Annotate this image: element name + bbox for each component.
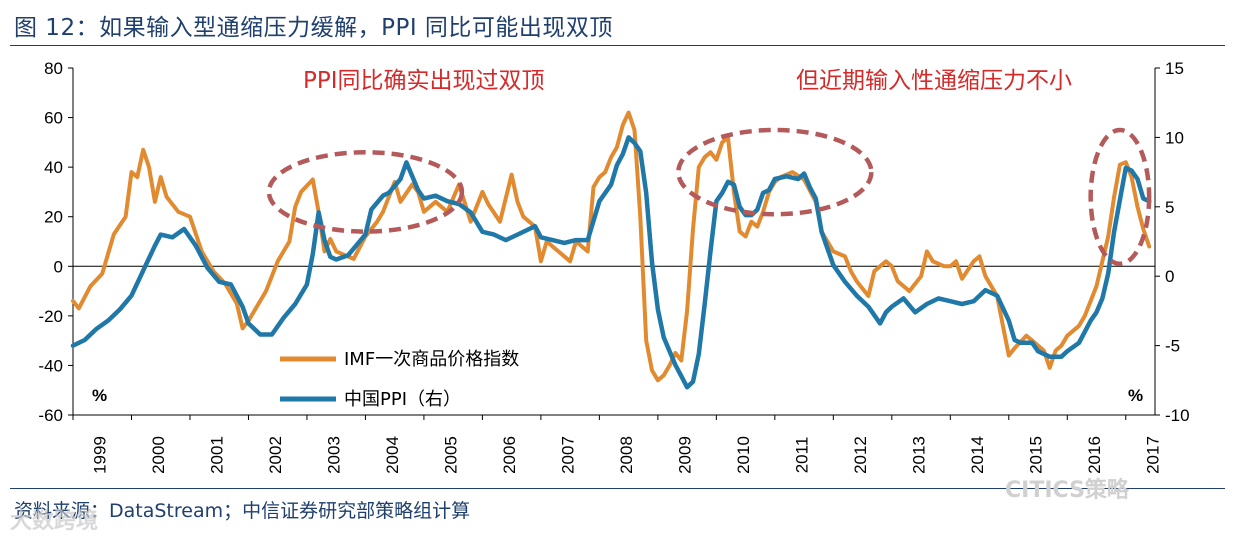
y-left-tick-label: 80 xyxy=(44,59,63,78)
x-tick-label: 2006 xyxy=(500,436,519,474)
y-right-tick-label: -5 xyxy=(1165,337,1180,356)
x-tick-label: 2012 xyxy=(851,436,870,474)
source-note: 资料来源：DataStream；中信证券研究部策略组计算 xyxy=(14,500,471,522)
series-line-ppi xyxy=(70,135,1152,390)
x-tick-label: 2001 xyxy=(208,436,227,474)
legend: IMF一次商品价格指数 中国PPI（右） xyxy=(280,349,519,410)
y-right-tick-label: 0 xyxy=(1165,267,1174,286)
y-right-tick-label: 10 xyxy=(1165,128,1184,147)
annotation-double-top: PPI同比确实出现过双顶 xyxy=(303,68,545,94)
series-line-imf xyxy=(71,110,1152,383)
y-left-tick-label: -40 xyxy=(38,356,63,375)
x-tick-label: 2011 xyxy=(793,437,812,474)
x-tick-label: 2014 xyxy=(968,436,987,474)
y-right-tick-label: 5 xyxy=(1165,198,1174,217)
y-left-tick-label: 40 xyxy=(44,158,63,177)
series-layer xyxy=(70,110,1152,390)
ellipse-2010-2011 xyxy=(676,127,874,217)
ellipse-2003-2005 xyxy=(266,150,465,234)
chart: -60 -40 -20 0 20 40 60 80 -10 -5 0 5 10 15 1999 2000 200… xyxy=(38,59,1189,474)
axes xyxy=(68,67,1160,420)
x-tick-label: 2016 xyxy=(1085,436,1104,474)
x-tick-label: 2003 xyxy=(325,436,344,474)
x-tick-label: 2005 xyxy=(442,436,461,474)
figure-title: 图 12：如果输入型通缩压力缓解，PPI 同比可能出现双顶 xyxy=(14,15,613,41)
x-tick-label: 2010 xyxy=(734,436,753,474)
x-tick-label: 2017 xyxy=(1143,436,1162,474)
y-left-tick-label: -60 xyxy=(38,406,63,425)
ellipse-2017 xyxy=(1088,127,1152,267)
x-tick-label: 2008 xyxy=(617,436,636,474)
source-divider xyxy=(10,488,1225,489)
watermark-right: CITICS策略 xyxy=(1005,478,1129,503)
legend-label-ppi: 中国PPI（右） xyxy=(344,389,461,410)
legend-label-imf: IMF一次商品价格指数 xyxy=(344,349,519,370)
watermark-left: 大数跨境 xyxy=(10,509,99,534)
x-tick-label: 2000 xyxy=(149,436,168,474)
right-unit-label: % xyxy=(1128,386,1143,405)
highlight-ellipses xyxy=(266,127,1152,267)
x-tick-label: 2007 xyxy=(559,436,578,474)
x-tick-label: 2009 xyxy=(676,436,695,474)
x-tick-label: 1999 xyxy=(91,436,110,474)
left-unit-label: % xyxy=(92,386,107,405)
tick-labels: -60 -40 -20 0 20 40 60 80 -10 -5 0 5 10 15 1999 2000 200… xyxy=(38,59,1189,474)
y-left-tick-label: -20 xyxy=(38,307,63,326)
x-tick-label: 2013 xyxy=(910,436,929,474)
y-right-tick-label: 15 xyxy=(1165,59,1184,78)
x-tick-label: 2004 xyxy=(383,436,402,474)
y-right-tick-label: -10 xyxy=(1165,406,1190,425)
annotation-deflation-pressure: 但近期输入性通缩压力不小 xyxy=(796,68,1072,94)
x-tick-label: 2002 xyxy=(266,436,285,474)
title-divider xyxy=(10,45,1225,46)
y-left-tick-label: 60 xyxy=(44,109,63,128)
y-left-tick-label: 0 xyxy=(54,257,63,276)
y-left-tick-label: 20 xyxy=(44,208,63,227)
x-tick-label: 2015 xyxy=(1027,436,1046,474)
